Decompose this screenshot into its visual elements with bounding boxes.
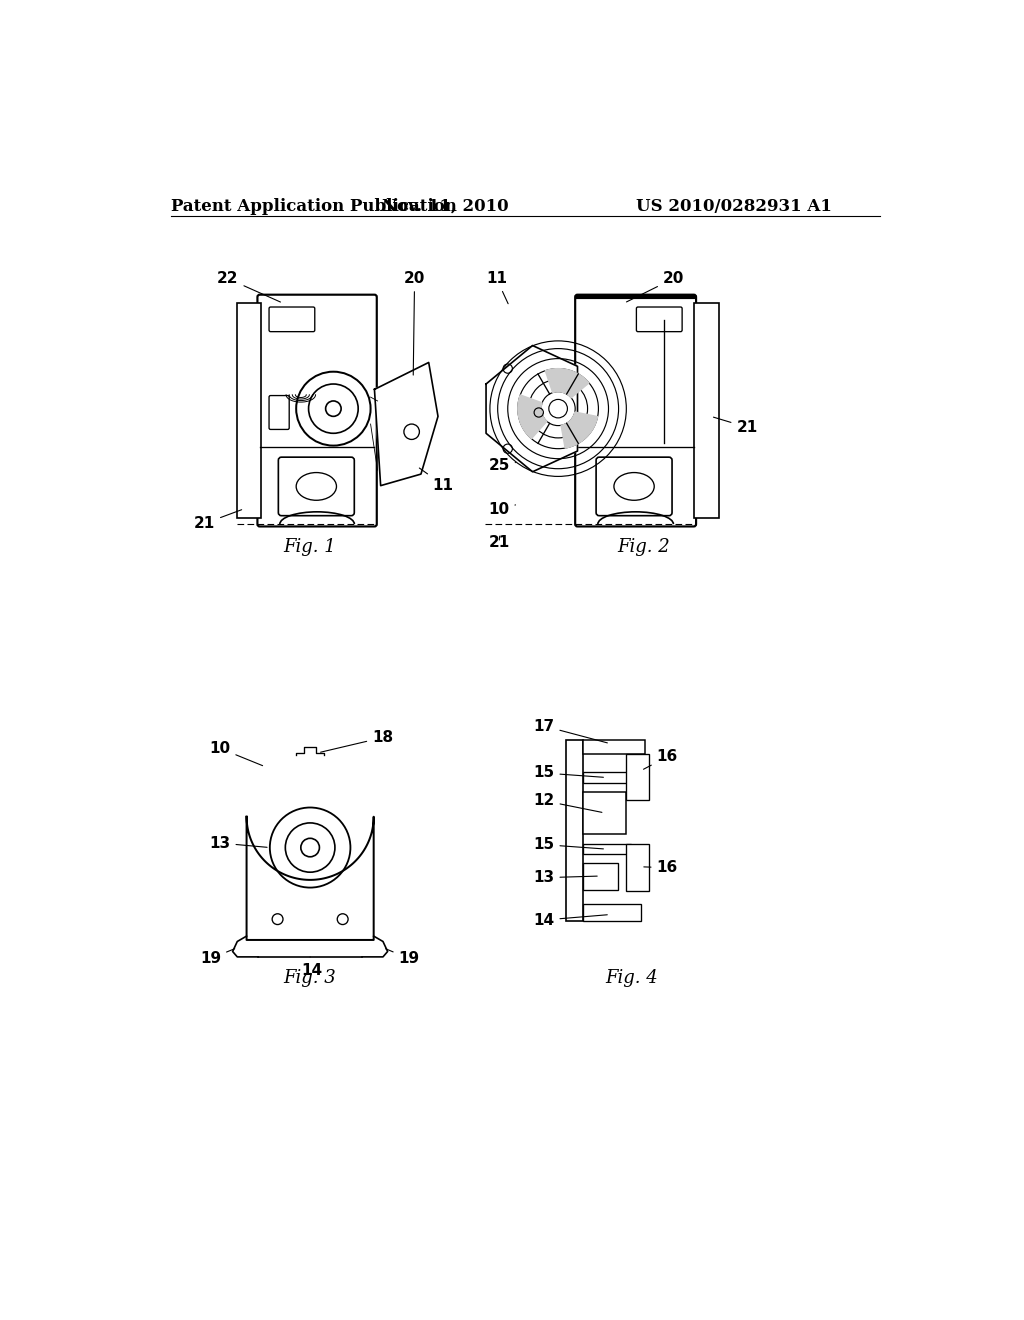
FancyBboxPatch shape <box>636 308 682 331</box>
FancyBboxPatch shape <box>279 457 354 516</box>
Polygon shape <box>546 368 589 397</box>
FancyBboxPatch shape <box>269 308 314 331</box>
Bar <box>693 304 719 517</box>
Text: Fig. 2: Fig. 2 <box>617 539 670 556</box>
Text: 20: 20 <box>627 271 684 302</box>
Bar <box>583 863 617 890</box>
Text: 11: 11 <box>486 271 508 304</box>
Text: 14: 14 <box>534 912 607 928</box>
Bar <box>583 772 631 783</box>
Text: US 2010/0282931 A1: US 2010/0282931 A1 <box>636 198 831 215</box>
Polygon shape <box>296 747 324 755</box>
Text: 11: 11 <box>420 469 454 492</box>
Text: 16: 16 <box>643 750 678 770</box>
Text: 18: 18 <box>321 730 393 752</box>
FancyBboxPatch shape <box>596 457 672 516</box>
Bar <box>583 739 645 754</box>
Bar <box>237 304 261 517</box>
Text: Nov. 11, 2010: Nov. 11, 2010 <box>382 198 509 215</box>
Text: 15: 15 <box>534 837 603 853</box>
FancyBboxPatch shape <box>257 294 377 527</box>
Bar <box>583 792 626 834</box>
Text: 21: 21 <box>714 417 758 434</box>
Polygon shape <box>518 395 547 438</box>
Text: 19: 19 <box>386 949 420 966</box>
FancyBboxPatch shape <box>575 294 696 527</box>
Ellipse shape <box>296 473 337 500</box>
Bar <box>626 843 649 891</box>
Text: 21: 21 <box>488 535 510 550</box>
Text: 25: 25 <box>488 458 515 474</box>
Bar <box>583 904 641 921</box>
Polygon shape <box>247 817 374 940</box>
Bar <box>626 754 649 800</box>
Text: Fig. 4: Fig. 4 <box>605 969 658 987</box>
Bar <box>583 843 631 854</box>
FancyBboxPatch shape <box>269 396 289 429</box>
Text: 10: 10 <box>488 502 515 517</box>
Text: 22: 22 <box>217 271 281 302</box>
Text: Patent Application Publication: Patent Application Publication <box>171 198 457 215</box>
Bar <box>566 739 583 921</box>
Text: 19: 19 <box>200 949 234 966</box>
Polygon shape <box>375 363 438 486</box>
Ellipse shape <box>614 473 654 500</box>
Text: 16: 16 <box>644 861 678 875</box>
Text: 13: 13 <box>209 836 267 850</box>
Text: 12: 12 <box>534 793 602 812</box>
Text: 13: 13 <box>534 870 597 886</box>
Text: 20: 20 <box>403 271 425 375</box>
Text: 14: 14 <box>301 957 322 978</box>
Polygon shape <box>486 346 578 471</box>
Text: 21: 21 <box>194 510 242 531</box>
Text: Fig. 1: Fig. 1 <box>284 539 337 556</box>
Text: 15: 15 <box>534 766 603 780</box>
Text: 17: 17 <box>534 718 607 743</box>
Polygon shape <box>561 412 598 447</box>
Text: Fig. 3: Fig. 3 <box>284 969 337 987</box>
Text: 10: 10 <box>209 741 262 766</box>
